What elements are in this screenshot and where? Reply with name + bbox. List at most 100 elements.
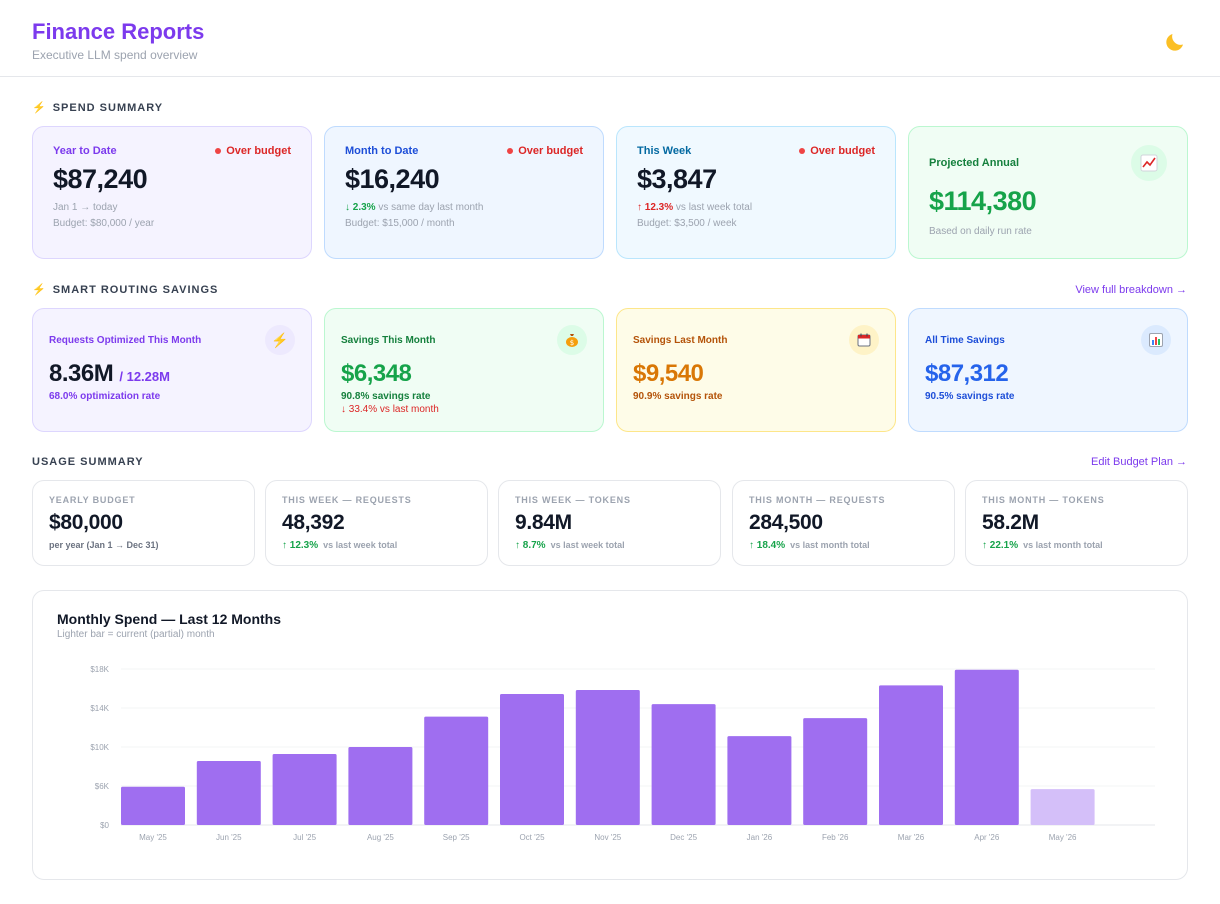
x-tick-label: Aug '25 (367, 833, 394, 842)
bar-sep-25[interactable] (424, 716, 489, 825)
yearly-budget-card: YEARLY BUDGET $80,000 per year (Jan 1 → … (32, 480, 255, 566)
page-title: Finance Reports (32, 19, 205, 44)
savings-this-month-card: Savings This Month $ $6,348 90.8% saving… (324, 308, 604, 432)
over-budget-badge: Over budget (215, 145, 291, 157)
bar-oct-25[interactable] (500, 693, 564, 825)
bar-feb-26[interactable] (803, 718, 868, 825)
mtd-card: Month to Date Over budget $16,240 ↓ 2.3%… (324, 126, 604, 259)
card-budget: Budget: $15,000 / month (345, 218, 455, 229)
chart-up-icon (1131, 145, 1167, 181)
x-tick-label: Jan '26 (747, 833, 773, 842)
card-value: $80,000 (49, 511, 123, 534)
projected-annual-card: Projected Annual $114,380 Based on daily… (908, 126, 1188, 259)
card-value: 58.2M (982, 511, 1039, 534)
bar-nov-25[interactable] (575, 690, 640, 825)
bar-jun-25[interactable] (196, 761, 261, 825)
moon-icon (1166, 34, 1183, 51)
x-tick-label: Jun '25 (216, 833, 242, 842)
routing-heading: ⚡ SMART ROUTING SAVINGS (32, 283, 219, 297)
card-value: $6,348 (341, 360, 412, 387)
card-value: $87,312 (925, 360, 1009, 387)
y-tick-label: $0 (100, 821, 109, 830)
bar-jan-26[interactable] (727, 736, 792, 825)
card-budget: Budget: $3,500 / week (637, 218, 737, 229)
card-label: All Time Savings (925, 335, 1005, 346)
card-value: $87,240 (53, 164, 148, 194)
monthly-spend-chart: $0 $6K $10K $14K $18K May '25 Jun '25 Jul '25 Au… (90, 665, 1155, 842)
spend-summary-heading: ⚡ SPEND SUMMARY (32, 101, 164, 115)
card-rate: 90.5% savings rate (925, 391, 1015, 402)
card-delta: ↑ 12.3% vs last week total (637, 202, 753, 213)
edit-budget-plan-link[interactable]: Edit Budget Plan → (1090, 456, 1187, 468)
week-requests-card: THIS WEEK — REQUESTS 48,392 ↑ 12.3% vs l… (265, 480, 488, 566)
x-tick-label: May '26 (1049, 833, 1077, 842)
card-label: THIS WEEK — REQUESTS (282, 495, 412, 505)
card-label: This Week (637, 145, 692, 157)
bar-mar-26[interactable] (879, 685, 943, 825)
page-subtitle: Executive LLM spend overview (32, 48, 198, 62)
card-sub: ↑ 12.3% vs last week total (282, 540, 398, 551)
card-label: THIS MONTH — REQUESTS (749, 495, 886, 505)
y-tick-label: $6K (95, 782, 110, 791)
card-label: Savings Last Month (633, 335, 728, 346)
card-value: 48,392 (282, 511, 345, 534)
card-rate: 68.0% optimization rate (49, 391, 161, 402)
y-tick-label: $10K (90, 743, 109, 752)
card-label: THIS WEEK — TOKENS (515, 495, 631, 505)
bar-aug-25[interactable] (348, 747, 413, 825)
header: Finance Reports Executive LLM spend over… (0, 0, 1220, 77)
card-note: Based on daily run rate (929, 226, 1032, 237)
chart-title: Monthly Spend — Last 12 Months (57, 611, 282, 627)
calendar-icon (849, 325, 879, 355)
bar-apr-26[interactable] (954, 669, 1019, 825)
month-requests-card: THIS MONTH — REQUESTS 284,500 ↑ 18.4% vs… (732, 480, 955, 566)
svg-text:$: $ (570, 339, 574, 347)
card-value: $114,380 (929, 186, 1037, 216)
bar-dec-25[interactable] (651, 704, 716, 825)
card-label: Requests Optimized This Month (49, 335, 202, 346)
ytd-card: Year to Date Over budget $87,240 Jan 1 →… (32, 126, 312, 259)
card-label: Projected Annual (929, 157, 1020, 169)
x-tick-label: Apr '26 (974, 833, 1000, 842)
card-sub: ↑ 8.7% vs last week total (515, 540, 625, 551)
card-sub: ↑ 22.1% vs last month total (982, 540, 1103, 551)
card-value: $16,240 (345, 164, 440, 194)
card-rate: 90.8% savings rate (341, 391, 431, 402)
x-tick-label: Jul '25 (293, 833, 316, 842)
bolt-icon: ⚡ (32, 284, 47, 296)
x-tick-label: Mar '26 (898, 833, 925, 842)
card-period: Jan 1 → today (53, 202, 118, 213)
chart-subtitle: Lighter bar = current (partial) month (57, 629, 215, 640)
usage-heading: USAGE SUMMARY (32, 456, 144, 468)
x-tick-label: Sep '25 (443, 833, 470, 842)
bar-may-26[interactable] (1030, 789, 1095, 825)
x-tick-label: Oct '25 (519, 833, 545, 842)
this-week-card: This Week Over budget $3,847 ↑ 12.3% vs … (616, 126, 896, 259)
money-bag-icon: $ (557, 325, 587, 355)
card-label: THIS MONTH — TOKENS (982, 495, 1105, 505)
bar-chart-icon (1141, 325, 1171, 355)
card-sub: per year (Jan 1 → Dec 31) (49, 540, 159, 550)
card-change: ↓ 33.4% vs last month (341, 404, 439, 415)
view-breakdown-link[interactable]: View full breakdown → (1075, 284, 1187, 296)
x-tick-label: Feb '26 (822, 833, 849, 842)
card-value: 284,500 (749, 511, 823, 534)
theme-toggle-button[interactable] (1162, 29, 1188, 55)
card-label: Savings This Month (341, 335, 436, 346)
requests-optimized-card: Requests Optimized This Month ⚡ 8.36M / … (32, 308, 312, 432)
y-tick-label: $14K (90, 704, 109, 713)
card-value: $3,847 (637, 164, 717, 194)
monthly-spend-chart-card: Monthly Spend — Last 12 Months Lighter b… (32, 590, 1188, 880)
all-time-savings-card: All Time Savings $87,312 90.5% savings r… (908, 308, 1188, 432)
week-tokens-card: THIS WEEK — TOKENS 9.84M ↑ 8.7% vs last … (498, 480, 721, 566)
card-value: 8.36M / 12.28M (49, 360, 170, 387)
card-value: 9.84M (515, 511, 572, 534)
savings-last-month-card: Savings Last Month $9,540 90.9% savings … (616, 308, 896, 432)
card-label: Year to Date (53, 145, 117, 157)
x-tick-label: Dec '25 (670, 833, 697, 842)
card-delta: ↓ 2.3% vs same day last month (345, 202, 484, 213)
bar-may-25[interactable] (121, 786, 185, 825)
card-budget: Budget: $80,000 / year (53, 218, 155, 229)
card-label: Month to Date (345, 145, 419, 157)
bar-jul-25[interactable] (272, 754, 337, 825)
